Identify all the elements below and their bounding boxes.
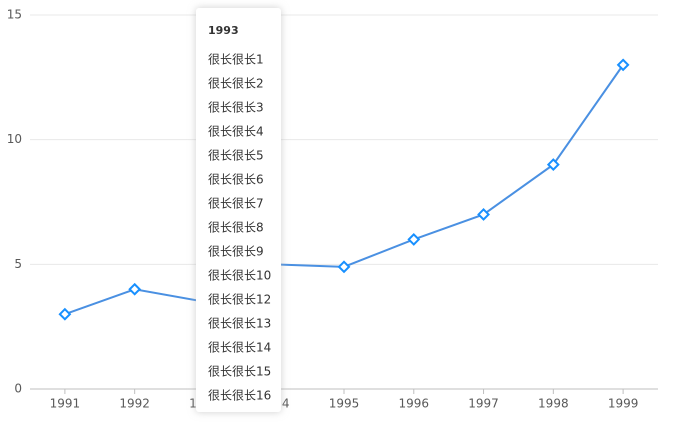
tooltip-item: 很长很长6 <box>208 173 264 187</box>
point <box>337 260 351 274</box>
tooltip-box <box>196 8 281 412</box>
tooltip-title: 1993 <box>208 24 239 37</box>
tooltip-item: 很长很长3 <box>208 101 264 115</box>
tooltip-item: 很长很长7 <box>208 197 264 211</box>
tooltip-item: 很长很长16 <box>208 389 271 403</box>
point <box>128 282 142 296</box>
x-tick-label: 1996 <box>399 397 430 411</box>
x-tick-label: 1999 <box>608 397 639 411</box>
x-tick-label: 1992 <box>119 397 150 411</box>
tooltip-item: 很长很长12 <box>208 293 271 307</box>
tooltip-item: 很长很长4 <box>208 125 264 139</box>
x-tick-label: 1991 <box>50 397 81 411</box>
tooltip-item: 很长很长15 <box>208 365 271 379</box>
y-tick-label: 0 <box>14 382 22 396</box>
tooltip-item: 很长很长8 <box>208 221 264 235</box>
tooltip-item: 很长很长9 <box>208 245 264 259</box>
y-tick-label: 15 <box>7 8 22 22</box>
y-tick-label: 5 <box>14 257 22 271</box>
tooltip-item: 很长很长2 <box>208 77 264 91</box>
y-tick-label: 10 <box>7 132 22 146</box>
tooltip-item: 很长很长14 <box>208 341 271 355</box>
point <box>407 232 421 246</box>
line <box>64 64 624 316</box>
point <box>477 208 490 221</box>
x-tick-label: 1995 <box>329 397 360 411</box>
point <box>546 158 560 172</box>
tooltip: 1993 很长很长1 很长很长2 很长很长3 很长很长4 很长很长5 很长很长6 很长很长7 很… <box>196 8 281 412</box>
tooltip-item: 很长很长13 <box>208 317 271 331</box>
x-tick-label: 1997 <box>468 397 499 411</box>
tooltip-item: 很长很长5 <box>208 149 264 163</box>
x-tick-label: 1998 <box>538 397 569 411</box>
tooltip-item: 很长很长10 <box>208 269 271 283</box>
point <box>58 307 72 321</box>
tooltip-item: 很长很长1 <box>208 53 264 67</box>
point <box>616 58 630 72</box>
